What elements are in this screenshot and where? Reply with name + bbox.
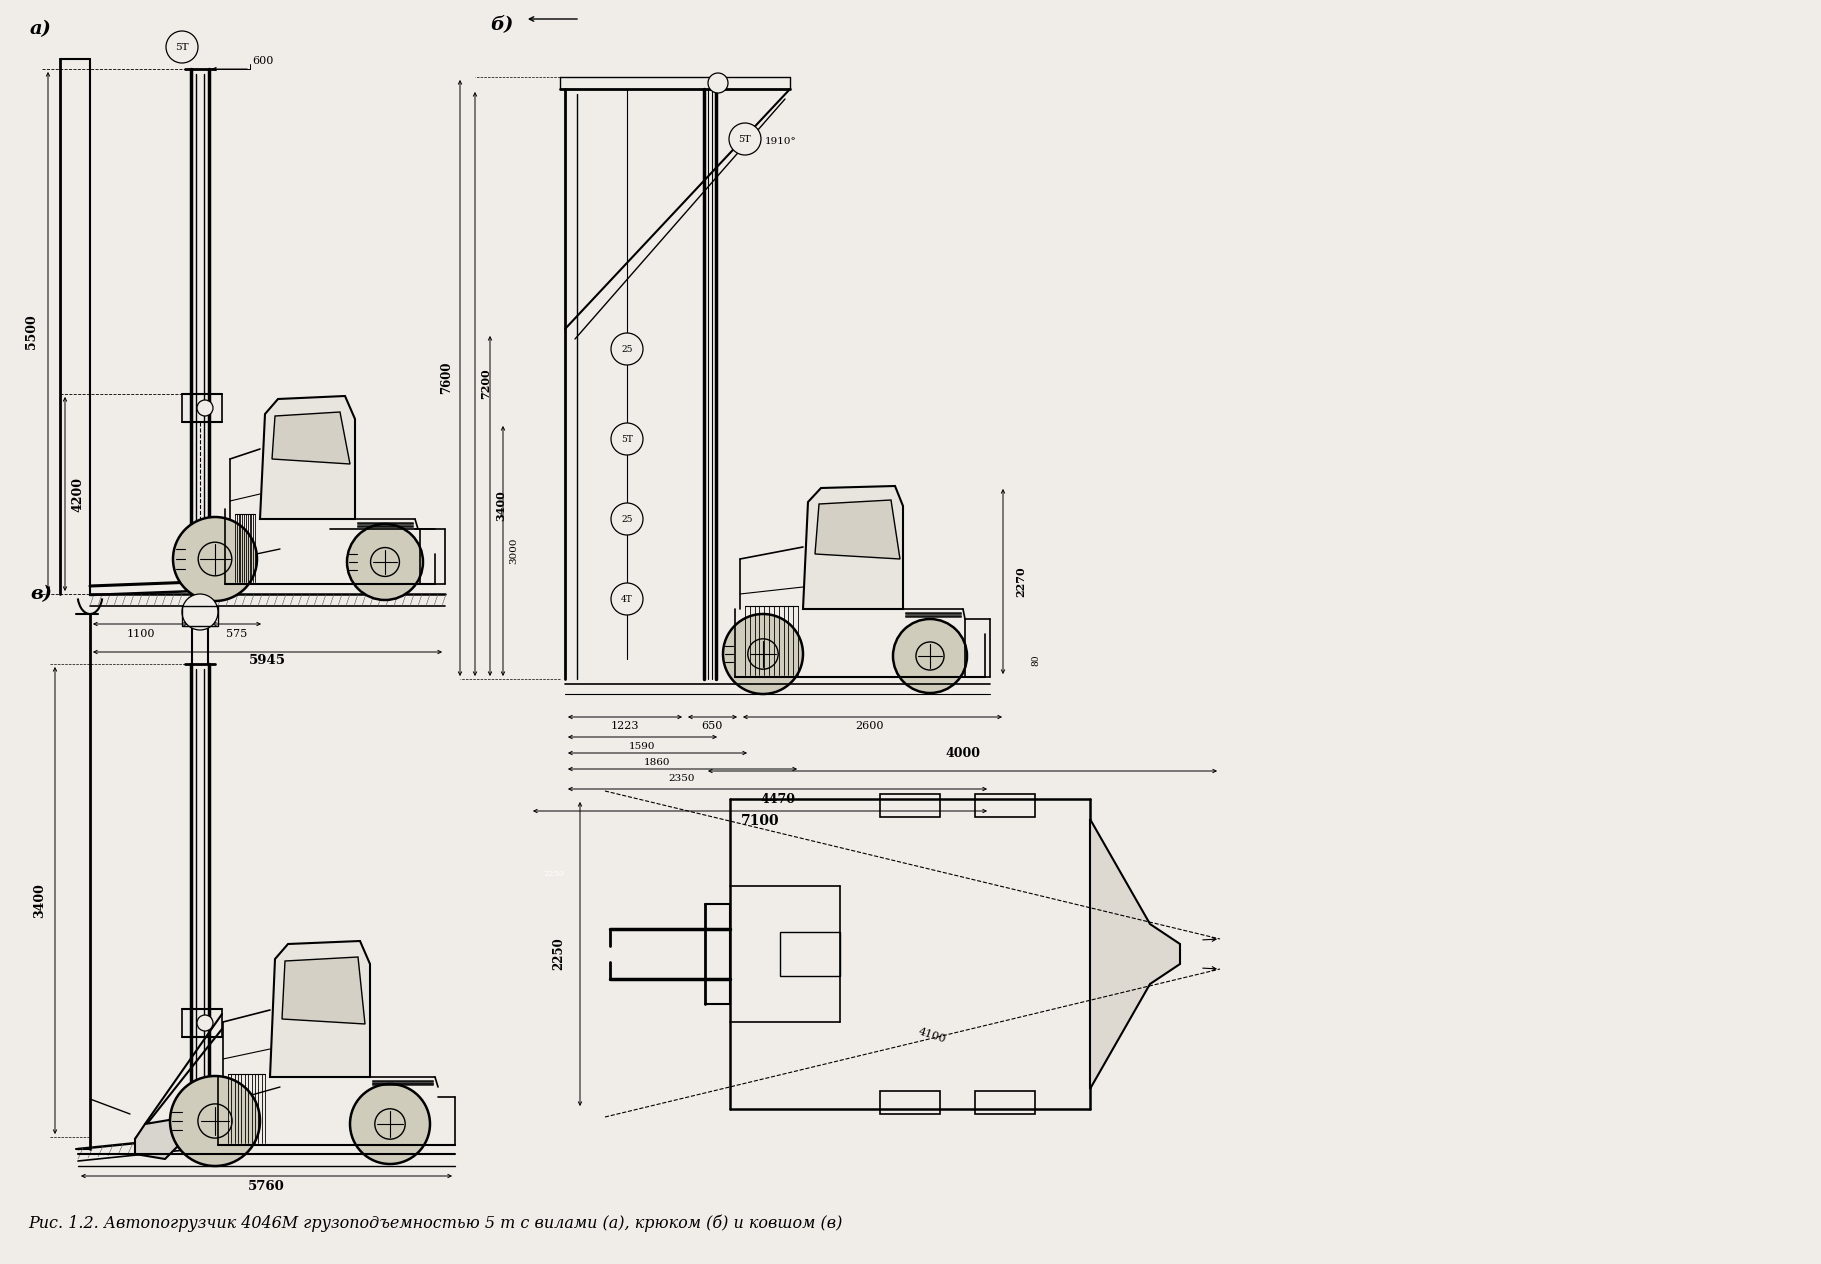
Text: 7600: 7600 [441, 362, 453, 394]
Text: 2250: 2250 [552, 938, 565, 971]
Polygon shape [270, 940, 370, 1077]
Polygon shape [816, 501, 900, 559]
Bar [880, 794, 940, 817]
Text: 25: 25 [621, 514, 632, 523]
Text: 1590: 1590 [628, 742, 656, 751]
Text: 1223: 1223 [610, 720, 639, 731]
Text: 650: 650 [701, 720, 723, 731]
Text: 1860: 1860 [645, 758, 670, 767]
Polygon shape [271, 412, 350, 464]
Text: 80: 80 [1031, 655, 1040, 666]
Text: 5500: 5500 [25, 315, 38, 349]
Text: 3000: 3000 [510, 537, 519, 564]
Text: 2250: 2250 [544, 870, 565, 878]
Text: б): б) [490, 15, 514, 33]
Bar [880, 1091, 940, 1114]
Text: 1910°: 1910° [765, 137, 798, 147]
Text: 5945: 5945 [249, 653, 286, 667]
Text: 575: 575 [226, 629, 248, 640]
Circle shape [197, 399, 213, 416]
Circle shape [169, 1076, 260, 1165]
Polygon shape [260, 396, 355, 520]
Circle shape [728, 123, 761, 155]
Circle shape [612, 503, 643, 535]
Text: 25: 25 [621, 345, 632, 354]
Text: Рис. 1.2. Автопогрузчик 4046М грузоподъемностью 5 т с вилами (а), крюком (б) и к: Рис. 1.2. Автопогрузчик 4046М грузоподъе… [27, 1215, 843, 1232]
Text: в): в) [29, 585, 53, 603]
Text: 4200: 4200 [71, 477, 84, 512]
Circle shape [612, 423, 643, 455]
Circle shape [173, 517, 257, 600]
Bar [974, 1091, 1034, 1114]
Text: 4Т: 4Т [621, 594, 634, 603]
Circle shape [612, 332, 643, 365]
Circle shape [612, 583, 643, 616]
Bar [974, 794, 1034, 817]
Circle shape [350, 1085, 430, 1164]
Circle shape [166, 32, 198, 63]
Text: 2270: 2270 [1014, 566, 1025, 597]
Text: 5Т: 5Т [621, 435, 634, 444]
Text: 2600: 2600 [856, 720, 885, 731]
Circle shape [723, 614, 803, 694]
Bar [182, 605, 219, 626]
Text: 5Т: 5Т [739, 134, 752, 144]
Text: 600: 600 [251, 56, 273, 66]
Text: 2350: 2350 [668, 774, 696, 782]
Polygon shape [803, 485, 903, 609]
Polygon shape [282, 957, 364, 1024]
Bar [779, 932, 839, 976]
Text: 1100: 1100 [126, 629, 155, 640]
Text: 3400: 3400 [495, 490, 506, 521]
Text: 4470: 4470 [759, 793, 796, 806]
Polygon shape [1091, 819, 1180, 1090]
Text: 4000: 4000 [945, 747, 980, 760]
Text: 5Т: 5Т [175, 43, 189, 52]
Circle shape [182, 594, 219, 629]
Text: 5760: 5760 [248, 1181, 284, 1193]
Circle shape [708, 73, 728, 94]
Circle shape [348, 525, 422, 600]
Text: 7200: 7200 [481, 369, 492, 399]
Text: 7100: 7100 [741, 814, 779, 828]
Text: 4100: 4100 [918, 1026, 947, 1045]
Text: а): а) [29, 20, 51, 38]
Circle shape [892, 619, 967, 693]
Polygon shape [135, 1119, 186, 1159]
Circle shape [197, 1015, 213, 1031]
Text: 3400: 3400 [33, 884, 47, 918]
